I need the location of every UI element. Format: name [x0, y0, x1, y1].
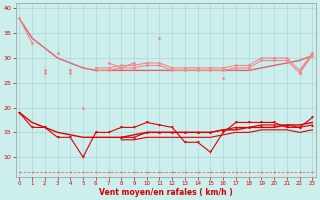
X-axis label: Vent moyen/en rafales ( km/h ): Vent moyen/en rafales ( km/h ) — [99, 188, 233, 197]
